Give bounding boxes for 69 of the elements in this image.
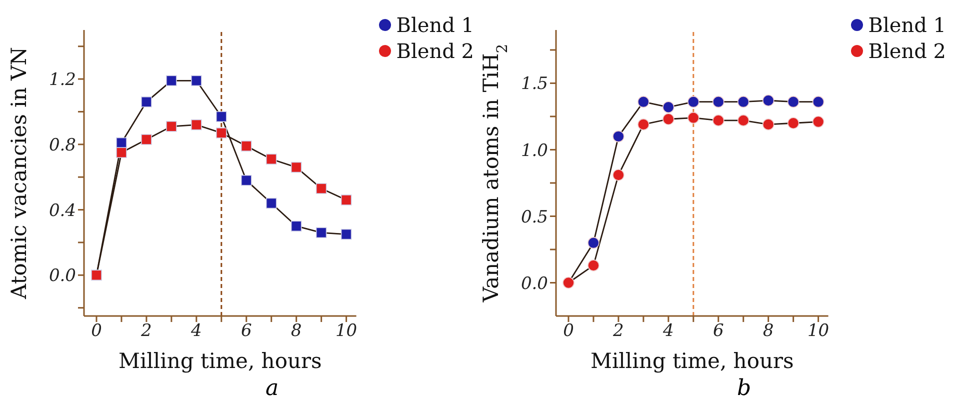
point (662, 113, 674, 126)
point (638, 96, 650, 108)
point (762, 94, 774, 106)
legend-label: Blend 1 (396, 12, 474, 38)
text: b (736, 376, 752, 401)
x-tick-label: 8 (290, 321, 302, 342)
x-tick-label: 6 (712, 321, 724, 342)
point (216, 128, 227, 138)
point (240, 174, 252, 186)
point (812, 116, 824, 128)
x-tick-label: 4 (662, 321, 674, 342)
point (216, 111, 227, 122)
point (191, 75, 202, 86)
point (116, 137, 127, 148)
point (290, 162, 302, 173)
point (191, 119, 202, 130)
x-tick-label: 8 (762, 321, 774, 342)
y-tick-label: 0.0 (520, 274, 548, 294)
y-tick-label: 1.0 (520, 140, 548, 161)
y-tick-label: 0.8 (48, 135, 76, 156)
x-tick-label: 6 (240, 321, 252, 342)
x-tick-label: 4 (190, 321, 202, 342)
x-axis-title: Milling time, hours (118, 349, 322, 373)
y-tick-label: 1.2 (48, 70, 76, 90)
point (787, 117, 800, 130)
point (638, 118, 650, 130)
point (612, 130, 624, 142)
point (340, 228, 352, 240)
y-tick-label: 0.4 (48, 200, 76, 221)
point (340, 194, 352, 206)
legend-label: Blend 2 (868, 38, 946, 64)
point (787, 96, 800, 108)
point (762, 118, 774, 130)
x-tick-label: 0 (563, 321, 574, 342)
point (737, 96, 750, 108)
point (116, 147, 127, 158)
point (290, 220, 302, 232)
point (688, 96, 700, 108)
point (316, 183, 327, 194)
y-tick-label: 1.5 (520, 74, 548, 94)
x-axis-title: Milling time, hours (590, 349, 794, 373)
point (812, 96, 824, 108)
point (662, 101, 674, 114)
point (737, 114, 750, 126)
x-tick-label: 0 (91, 321, 102, 342)
point (712, 96, 724, 108)
point (612, 169, 624, 181)
y-axis-title: Atomic vacancies in VN (7, 47, 31, 300)
y-tick-label: 0.5 (520, 207, 548, 228)
point (141, 96, 152, 108)
point (141, 134, 152, 145)
x-tick-label: 10 (807, 321, 830, 342)
x-tick-label: 10 (335, 321, 358, 342)
legend-label: Blend 1 (868, 12, 946, 38)
point (266, 154, 277, 165)
point (166, 75, 177, 86)
point (588, 236, 600, 249)
point (316, 227, 327, 238)
x-tick-label: 2 (140, 321, 152, 342)
legend-label: Blend 2 (396, 38, 474, 64)
y-tick-label: 0.0 (48, 266, 76, 286)
point (688, 112, 700, 124)
point (166, 121, 177, 132)
point (712, 114, 724, 126)
x-tick-label: 2 (612, 321, 624, 342)
point (588, 260, 600, 272)
point (240, 140, 252, 152)
text: a (264, 376, 280, 401)
point (266, 198, 277, 209)
